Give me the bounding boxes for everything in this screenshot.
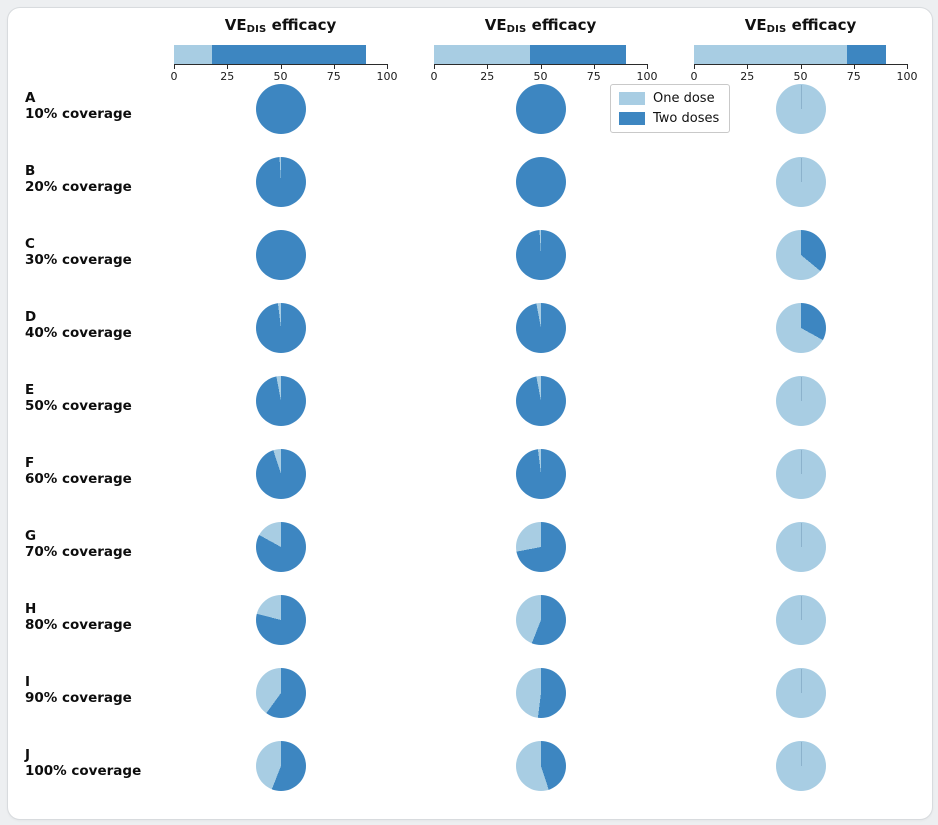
axis-tick-label: 50 <box>273 70 288 83</box>
axis-tick-label: 0 <box>690 70 698 83</box>
axis-tick-label: 50 <box>533 70 548 83</box>
axis-tick <box>907 64 908 69</box>
pie-start-edge <box>800 669 802 693</box>
pie-row-b-col-1 <box>256 157 306 207</box>
axis-tick <box>694 64 695 69</box>
pie-row-e-col-1 <box>256 376 306 426</box>
legend-label: One dose <box>653 91 715 106</box>
axis-tick <box>333 64 335 69</box>
pie-row-f-col-1 <box>256 449 306 499</box>
axis-tick <box>487 64 489 69</box>
one-dose-ve-segment <box>174 45 213 64</box>
row-label-g: G 70% coverage <box>25 528 132 560</box>
ve-efficacy-title: VEDIS efficacy <box>484 16 597 35</box>
row-label-i: I 90% coverage <box>25 674 132 706</box>
pie-row-i-col-1 <box>256 668 306 718</box>
pie-row-c-col-1 <box>256 230 306 280</box>
axis-tick <box>387 64 388 69</box>
ve-efficacy-title: VEDIS efficacy <box>744 16 857 35</box>
pie-row-j-col-3 <box>776 741 826 791</box>
axis-tick-label: 100 <box>896 70 918 83</box>
row-label-e: E 50% coverage <box>25 382 132 414</box>
pie-row-j-col-2 <box>516 741 566 791</box>
pie-row-j-col-1 <box>256 741 306 791</box>
axis-tick <box>540 64 542 69</box>
row-label-d: D 40% coverage <box>25 309 132 341</box>
axis-tick-label: 100 <box>376 70 398 83</box>
axis-tick <box>747 64 749 69</box>
axis-tick <box>647 64 648 69</box>
pie-start-edge <box>800 85 802 109</box>
pie-row-c-col-3 <box>776 230 826 280</box>
pie-row-a-col-2 <box>516 84 566 134</box>
pie-start-edge <box>800 377 802 401</box>
pie-row-g-col-1 <box>256 522 306 572</box>
pie-row-d-col-3 <box>776 303 826 353</box>
legend-item-one-dose: One dose <box>619 91 719 106</box>
axis-tick-label: 25 <box>480 70 495 83</box>
row-label-b: B 20% coverage <box>25 163 132 195</box>
pie-row-b-col-3 <box>776 157 826 207</box>
row-label-j: J 100% coverage <box>25 747 142 779</box>
one-dose-ve-segment <box>694 45 848 64</box>
pie-row-a-col-3 <box>776 84 826 134</box>
pie-start-edge <box>800 158 802 182</box>
axis-tick <box>800 64 802 69</box>
one-dose-swatch-icon <box>619 92 645 105</box>
axis-tick-label: 75 <box>326 70 341 83</box>
pie-row-c-col-2 <box>516 230 566 280</box>
one-dose-ve-segment <box>434 45 530 64</box>
ve-efficacy-bar <box>694 45 886 64</box>
pie-start-edge <box>800 523 802 547</box>
axis-tick <box>434 64 435 69</box>
pie-row-e-col-2 <box>516 376 566 426</box>
pie-row-h-col-2 <box>516 595 566 645</box>
axis-tick-label: 25 <box>220 70 235 83</box>
axis-tick <box>227 64 229 69</box>
two-doses-ve-segment <box>212 45 366 64</box>
axis-tick-label: 25 <box>740 70 755 83</box>
pie-row-b-col-2 <box>516 157 566 207</box>
ve-efficacy-title: VEDIS efficacy <box>224 16 337 35</box>
row-label-a: A 10% coverage <box>25 90 132 122</box>
pie-row-i-col-2 <box>516 668 566 718</box>
axis-tick <box>174 64 175 69</box>
row-label-c: C 30% coverage <box>25 236 132 268</box>
pie-start-edge <box>800 596 802 620</box>
axis-tick-label: 0 <box>430 70 438 83</box>
two-doses-swatch-icon <box>619 112 645 125</box>
ve-efficacy-bar <box>174 45 366 64</box>
legend: One dose Two doses <box>610 84 731 133</box>
row-label-h: H 80% coverage <box>25 601 132 633</box>
axis-tick <box>280 64 282 69</box>
pie-row-i-col-3 <box>776 668 826 718</box>
pie-row-d-col-1 <box>256 303 306 353</box>
pie-row-d-col-2 <box>516 303 566 353</box>
axis-tick-label: 50 <box>793 70 808 83</box>
pie-start-edge <box>800 450 802 474</box>
pie-row-f-col-2 <box>516 449 566 499</box>
pie-row-h-col-1 <box>256 595 306 645</box>
pie-row-e-col-3 <box>776 376 826 426</box>
axis-tick-label: 100 <box>636 70 658 83</box>
pie-row-f-col-3 <box>776 449 826 499</box>
pie-row-a-col-1 <box>256 84 306 134</box>
pie-row-g-col-2 <box>516 522 566 572</box>
axis-tick <box>853 64 855 69</box>
ve-efficacy-bar <box>434 45 626 64</box>
axis-tick <box>593 64 595 69</box>
pie-row-g-col-3 <box>776 522 826 572</box>
two-doses-ve-segment <box>847 45 886 64</box>
axis-tick-label: 0 <box>170 70 178 83</box>
pie-row-h-col-3 <box>776 595 826 645</box>
legend-item-two-doses: Two doses <box>619 111 719 126</box>
pie-start-edge <box>800 742 802 766</box>
row-label-f: F 60% coverage <box>25 455 132 487</box>
legend-label: Two doses <box>653 111 720 126</box>
two-doses-ve-segment <box>529 45 626 64</box>
axis-tick-label: 75 <box>586 70 601 83</box>
axis-tick-label: 75 <box>846 70 861 83</box>
